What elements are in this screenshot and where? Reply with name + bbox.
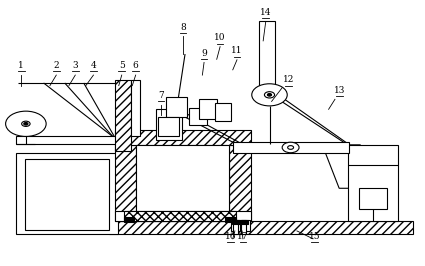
Bar <box>159 117 179 136</box>
Text: 14: 14 <box>260 8 272 17</box>
Text: 9: 9 <box>201 49 207 58</box>
Bar <box>230 145 250 221</box>
Text: 11: 11 <box>231 46 243 55</box>
Bar <box>166 97 187 117</box>
Circle shape <box>282 142 299 153</box>
Bar <box>124 217 134 222</box>
Text: 7: 7 <box>158 91 164 100</box>
Polygon shape <box>322 145 369 188</box>
Circle shape <box>22 121 30 126</box>
Text: 13: 13 <box>334 86 345 95</box>
Circle shape <box>264 92 275 98</box>
Circle shape <box>288 146 294 149</box>
Text: 12: 12 <box>283 75 294 84</box>
Bar <box>115 211 250 221</box>
Bar <box>215 103 231 121</box>
Bar <box>16 136 130 144</box>
Bar <box>241 221 250 231</box>
Bar <box>189 108 207 125</box>
Bar <box>115 80 130 151</box>
Circle shape <box>6 111 46 136</box>
Bar <box>348 145 398 221</box>
Bar <box>233 142 349 153</box>
Bar <box>156 109 181 140</box>
Bar <box>259 21 275 86</box>
Text: 16: 16 <box>225 232 236 241</box>
Text: 5: 5 <box>119 61 125 70</box>
Text: 10: 10 <box>214 33 226 42</box>
Bar <box>109 221 413 234</box>
Circle shape <box>267 94 272 96</box>
Bar <box>199 99 217 119</box>
Bar <box>124 211 236 221</box>
Bar <box>115 145 136 221</box>
Bar <box>232 220 248 224</box>
Bar <box>225 217 236 222</box>
Bar <box>25 159 109 230</box>
Text: 3: 3 <box>73 61 78 70</box>
Circle shape <box>24 122 28 125</box>
Bar <box>231 221 240 231</box>
Bar <box>130 80 140 136</box>
Bar <box>233 220 238 234</box>
Bar <box>115 130 250 145</box>
Text: 17: 17 <box>237 232 249 241</box>
Bar <box>241 220 246 234</box>
Text: 4: 4 <box>91 61 96 70</box>
Bar <box>16 153 117 234</box>
Text: 6: 6 <box>133 61 139 70</box>
Bar <box>136 145 230 211</box>
Text: 15: 15 <box>309 232 320 241</box>
Text: 8: 8 <box>180 23 186 32</box>
Text: 1: 1 <box>18 61 24 70</box>
Text: 2: 2 <box>54 61 59 70</box>
Bar <box>360 188 387 209</box>
Circle shape <box>252 84 287 106</box>
